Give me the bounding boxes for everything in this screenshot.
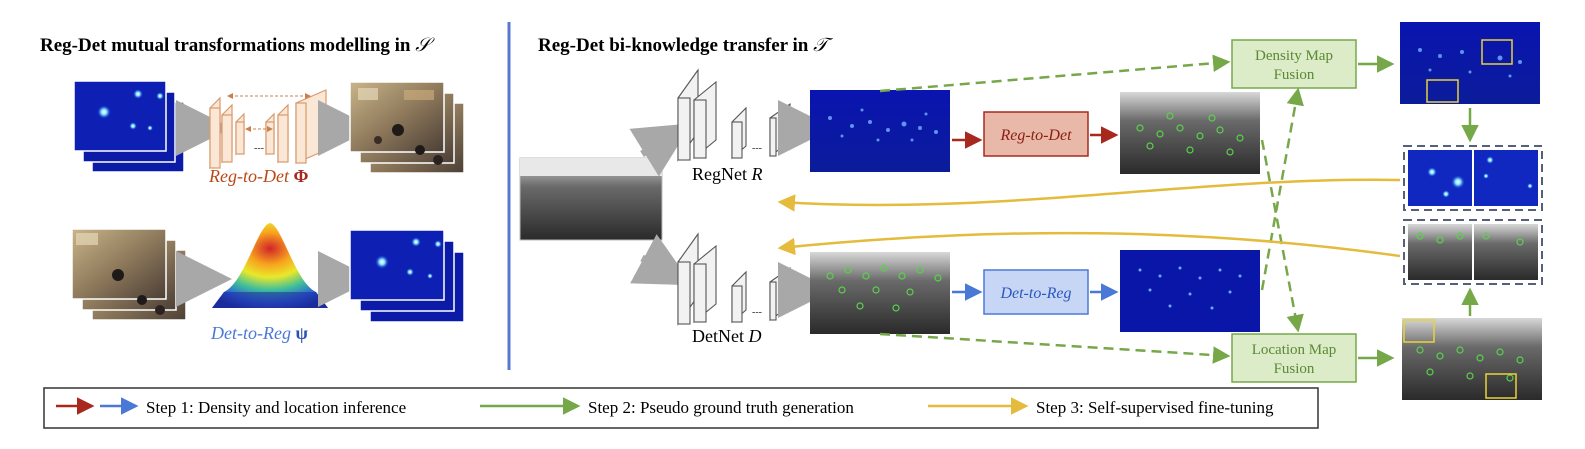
gray-arrow: [630, 234, 693, 286]
right-panel: Reg-Det bi-knowledge transfer in 𝒯 --- R…: [519, 22, 1543, 400]
step2-dashed-arrow: [879, 54, 1231, 93]
gray-arrow: [629, 123, 692, 177]
cnn-ellipsis: ---: [752, 143, 762, 154]
location-fusion-label-line1: Location Map: [1252, 342, 1337, 358]
reg-location-map: [1120, 92, 1260, 174]
predicted-density-map: [810, 90, 950, 172]
input-crowd-image: [519, 157, 663, 241]
detnet-detection-image: [810, 252, 950, 334]
legend-step1-label: Step 1: Density and location inference: [146, 398, 406, 417]
location-fusion-label-line2: Fusion: [1274, 361, 1315, 377]
cnn-ellipsis: ---: [254, 143, 264, 154]
left-panel-title: Reg-Det mutual transformations modelling…: [40, 35, 435, 56]
location-patch-pair: [1403, 219, 1543, 285]
fused-location-map: [1402, 318, 1542, 400]
gaussian-kernel-icon: [212, 223, 328, 308]
detnet-cnn-icon: [677, 232, 791, 326]
reg-to-det-phi-label: Reg-to-Det Φ: [208, 166, 308, 186]
legend-step3-label: Step 3: Self-supervised fine-tuning: [1036, 398, 1274, 417]
right-panel-title: Reg-Det bi-knowledge transfer in 𝒯: [538, 35, 833, 56]
legend-step2-label: Step 2: Pseudo ground truth generation: [588, 398, 854, 417]
reg-to-det-box-label: Reg-to-Det: [999, 127, 1072, 144]
density-fusion-label-line2: Fusion: [1274, 67, 1315, 83]
step2-dashed-arrow: [879, 332, 1231, 364]
left-panel: Reg-Det mutual transformations modelling…: [40, 35, 465, 343]
regnet-cnn-icon: [677, 68, 791, 162]
mall-image-stack-bottom: [71, 228, 187, 321]
step3-yellow-arrow: [777, 178, 1401, 212]
density-map-stack-bottom: [349, 229, 465, 323]
mall-image-stack-top: [349, 81, 465, 174]
det-to-reg-psi-label: Det-to-Reg ψ: [210, 323, 308, 343]
fused-density-map: [1400, 22, 1540, 104]
regnet-label: RegNet R: [692, 164, 762, 184]
legend: Step 1: Density and location inference S…: [43, 387, 1319, 429]
density-map-fusion-box: Density Map Fusion: [1231, 39, 1357, 89]
density-map-stack-top: [73, 80, 185, 173]
step3-yellow-arrow: [777, 231, 1401, 258]
step2-dashed-arrow: [1260, 139, 1304, 333]
detnet-label: DetNet D: [692, 326, 761, 346]
location-map-fusion-box: Location Map Fusion: [1231, 333, 1357, 383]
reg-to-det-box: Reg-to-Det: [983, 111, 1089, 157]
step2-dashed-arrow: [1260, 87, 1304, 291]
det-density-map: [1120, 250, 1260, 332]
det-to-reg-box-label: Det-to-Reg: [999, 285, 1071, 302]
det-to-reg-box: Det-to-Reg: [983, 269, 1089, 315]
density-patch-pair: [1403, 145, 1543, 211]
density-fusion-label-line1: Density Map: [1255, 48, 1333, 64]
cnn-ellipsis: ---: [752, 307, 762, 318]
